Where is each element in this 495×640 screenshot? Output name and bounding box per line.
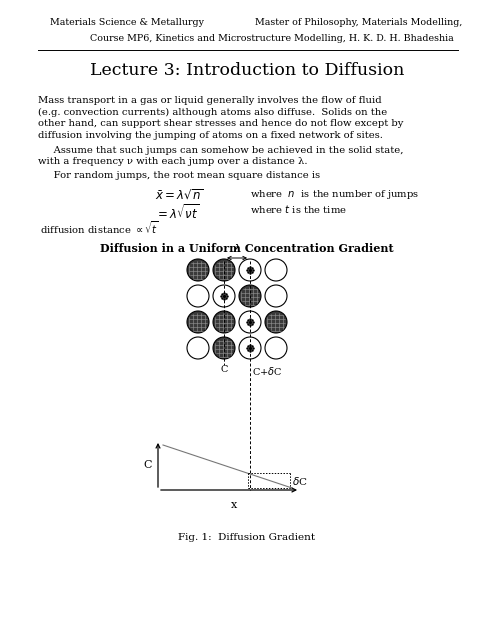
Text: $= \lambda\sqrt{\nu t}$: $= \lambda\sqrt{\nu t}$ — [155, 203, 199, 222]
Text: Assume that such jumps can somehow be achieved in the solid state,: Assume that such jumps can somehow be ac… — [38, 146, 403, 155]
Circle shape — [213, 337, 235, 359]
Text: Master of Philosophy, Materials Modelling,: Master of Philosophy, Materials Modellin… — [255, 18, 462, 27]
Text: Mass transport in a gas or liquid generally involves the flow of fluid: Mass transport in a gas or liquid genera… — [38, 96, 382, 105]
Circle shape — [213, 311, 235, 333]
Text: other hand, can support shear stresses and hence do not flow except by: other hand, can support shear stresses a… — [38, 119, 403, 128]
Circle shape — [239, 259, 261, 281]
Text: Fig. 1:  Diffusion Gradient: Fig. 1: Diffusion Gradient — [178, 533, 316, 542]
Text: Lecture 3: Introduction to Diffusion: Lecture 3: Introduction to Diffusion — [90, 62, 404, 79]
Text: $\lambda$: $\lambda$ — [233, 242, 241, 254]
Text: Course MP6, Kinetics and Microstructure Modelling, H. K. D. H. Bhadeshia: Course MP6, Kinetics and Microstructure … — [90, 34, 454, 43]
Circle shape — [239, 285, 261, 307]
Circle shape — [239, 337, 261, 359]
Text: Materials Science & Metallurgy: Materials Science & Metallurgy — [50, 18, 204, 27]
Text: $\bar{x} = \lambda\sqrt{n}$: $\bar{x} = \lambda\sqrt{n}$ — [155, 188, 203, 202]
Circle shape — [265, 311, 287, 333]
Circle shape — [187, 311, 209, 333]
Text: $\delta$C: $\delta$C — [292, 475, 308, 486]
Circle shape — [213, 285, 235, 307]
Text: C: C — [220, 365, 228, 374]
Text: C: C — [144, 460, 152, 470]
Text: where  $n$  is the number of jumps: where $n$ is the number of jumps — [250, 188, 419, 201]
Text: diffusion distance $\propto \sqrt{t}$: diffusion distance $\propto \sqrt{t}$ — [40, 219, 159, 236]
Text: For random jumps, the root mean square distance is: For random jumps, the root mean square d… — [38, 171, 320, 180]
Circle shape — [239, 311, 261, 333]
Text: with a frequency ν with each jump over a distance λ.: with a frequency ν with each jump over a… — [38, 157, 307, 166]
Text: (e.g. convection currents) although atoms also diffuse.  Solids on the: (e.g. convection currents) although atom… — [38, 108, 387, 116]
Circle shape — [213, 259, 235, 281]
Text: diffusion involving the jumping of atoms on a fixed network of sites.: diffusion involving the jumping of atoms… — [38, 131, 383, 140]
Text: x: x — [231, 500, 237, 510]
Text: where $t$ is the time: where $t$ is the time — [250, 203, 347, 215]
Circle shape — [187, 259, 209, 281]
Text: C+$\delta$C: C+$\delta$C — [252, 365, 283, 377]
Text: Diffusion in a Uniform Concentration Gradient: Diffusion in a Uniform Concentration Gra… — [100, 243, 394, 254]
